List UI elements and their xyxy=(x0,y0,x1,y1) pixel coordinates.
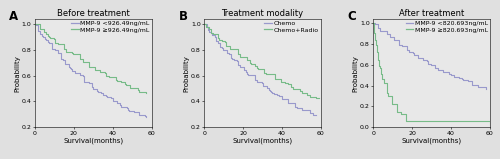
X-axis label: Survival(months): Survival(months) xyxy=(232,137,292,144)
Legend: MMP-9 <820.693ng/mL, MMP-9 ≥820.693ng/mL: MMP-9 <820.693ng/mL, MMP-9 ≥820.693ng/mL xyxy=(405,20,489,33)
Y-axis label: Probability: Probability xyxy=(352,55,358,92)
Title: Before treatment: Before treatment xyxy=(57,9,130,18)
Y-axis label: Probability: Probability xyxy=(14,55,20,92)
X-axis label: Survival(months): Survival(months) xyxy=(64,137,124,144)
Text: A: A xyxy=(10,10,18,23)
Text: C: C xyxy=(348,10,356,23)
Y-axis label: Probability: Probability xyxy=(184,55,190,92)
Text: B: B xyxy=(178,10,188,23)
Title: After treatment: After treatment xyxy=(399,9,464,18)
Legend: MMP-9 <926.49ng/mL, MMP-9 ≥926.49ng/mL: MMP-9 <926.49ng/mL, MMP-9 ≥926.49ng/mL xyxy=(70,20,150,33)
Legend: Chemo, Chemo+Radio: Chemo, Chemo+Radio xyxy=(264,20,320,33)
X-axis label: Survival(months): Survival(months) xyxy=(402,137,462,144)
Title: Treatment modality: Treatment modality xyxy=(222,9,304,18)
